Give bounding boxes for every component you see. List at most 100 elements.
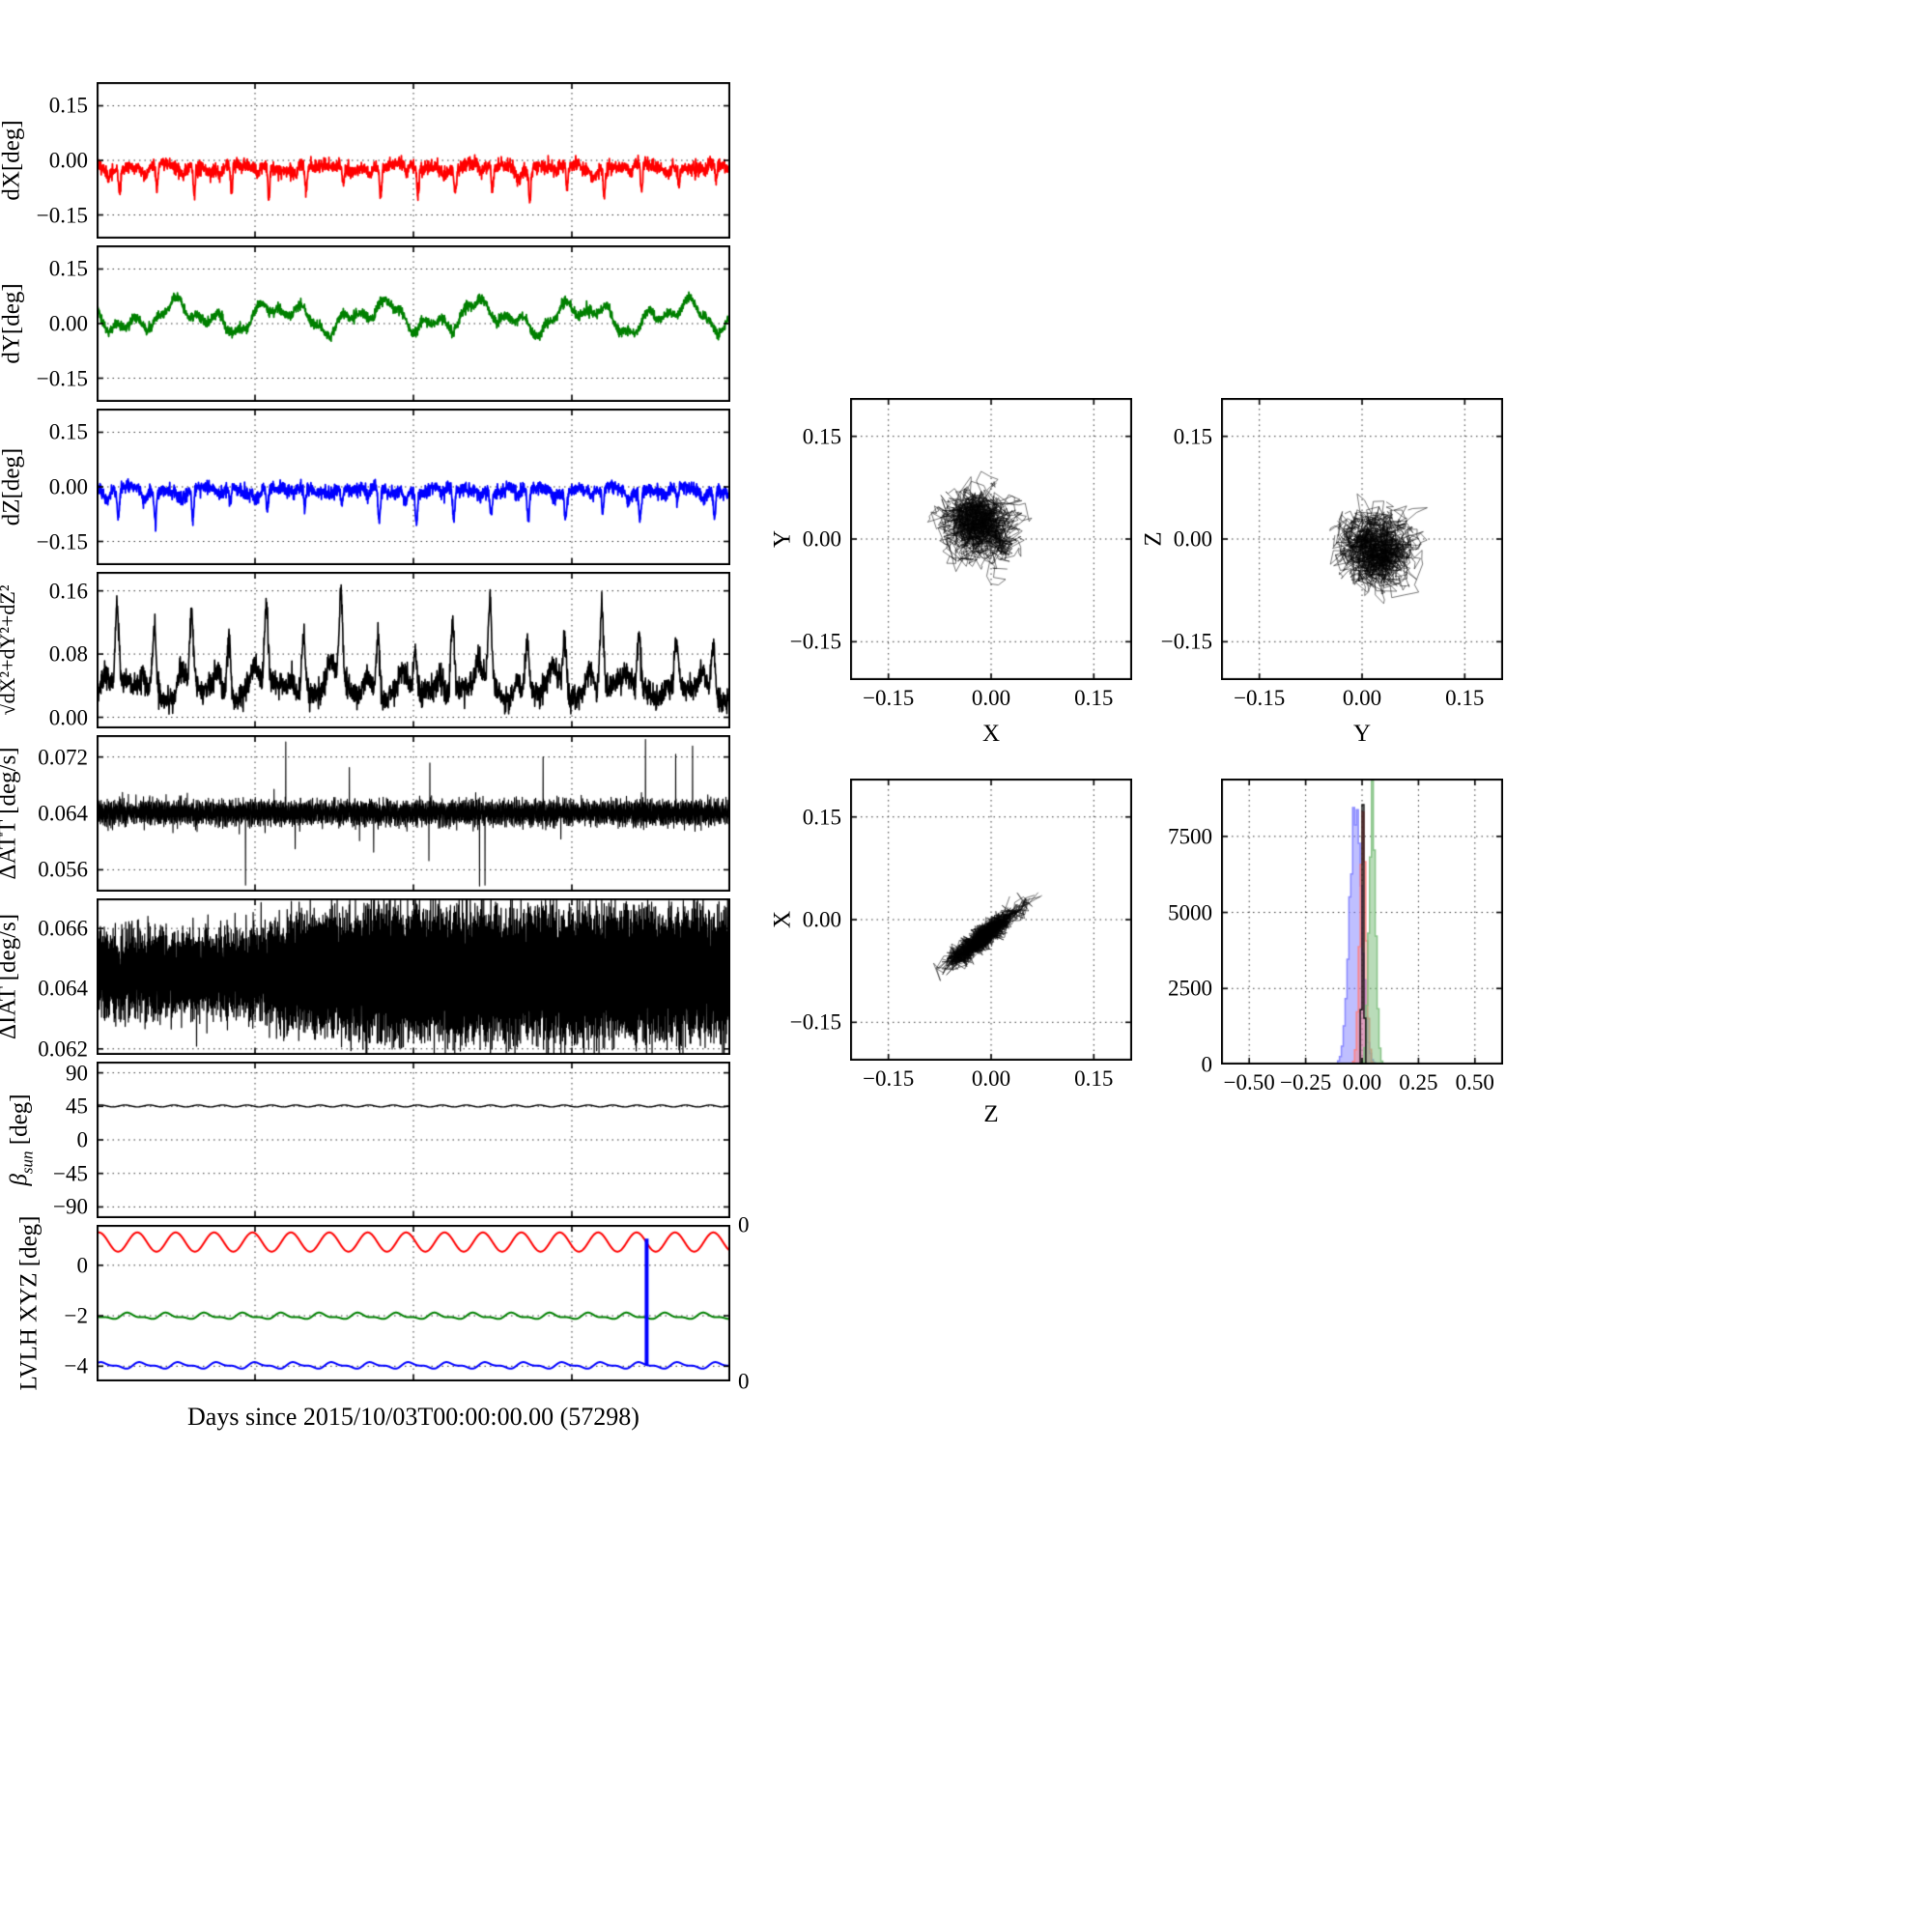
x-tick-label: −0.15 xyxy=(863,686,915,710)
radical-sign: √ xyxy=(0,703,19,715)
y-tick-label: −0.15 xyxy=(36,529,88,554)
y-tick-label: 0.15 xyxy=(802,424,841,449)
delta-iat-ylabel: ΔIAT [deg/s] xyxy=(0,913,21,1040)
x-tick-label: −0.15 xyxy=(1234,686,1286,710)
x-tick-label: 0.15 xyxy=(1074,1066,1114,1091)
y-tick-label: 45 xyxy=(66,1094,88,1119)
scatter-y-vs-x-ylabel: Y xyxy=(769,529,796,549)
y-tick-label: −45 xyxy=(53,1161,88,1186)
beta-subscript: sun xyxy=(17,1151,37,1175)
y-tick-label: −0.15 xyxy=(36,366,88,390)
scatter-z-vs-y-xlabel: Y xyxy=(1352,721,1372,747)
y-tick-label: 0.15 xyxy=(1173,424,1212,449)
dx-ylabel: dX[deg] xyxy=(0,120,25,201)
scatter-x-vs-z-canvas xyxy=(850,779,1132,1061)
delta-att-ylabel: ΔATT [deg/s] xyxy=(0,747,21,880)
x-tick-label: 0.00 xyxy=(1342,686,1382,710)
y-tick-label: 0.00 xyxy=(48,148,88,173)
y-tick-label: 5000 xyxy=(1168,900,1212,925)
beta-units: [deg] xyxy=(6,1094,33,1151)
scatter-x-vs-z-xlabel: Z xyxy=(983,1101,999,1127)
x-tick-label: 0.00 xyxy=(971,1066,1011,1091)
y-tick-label: −90 xyxy=(53,1194,88,1219)
panel-dz-timeseries: dZ[deg] 0.15 0.00 −0.15 xyxy=(0,409,730,565)
x-tick-label: 0.00 xyxy=(1342,1070,1382,1094)
y-tick-label: 0.00 xyxy=(802,526,841,552)
panel-beta-sun-timeseries: βsun [deg] 90 45 0 −45 −90 xyxy=(7,1062,730,1218)
y-tick-label: −2 xyxy=(64,1303,88,1328)
x-tick-label: −0.15 xyxy=(863,1066,915,1091)
panel-lvlh-xyz-timeseries: LVLH XYZ [deg] 0 −2 −4 0 0 xyxy=(16,1214,750,1393)
y-tick-label: 0.066 xyxy=(38,916,88,941)
y-tick-label: 0.062 xyxy=(38,1037,88,1062)
y-tick-label: −4 xyxy=(64,1353,88,1378)
y-tick-label: 2500 xyxy=(1168,976,1212,1001)
y-tick-label: 0.08 xyxy=(48,641,88,667)
x-tick-label: 0.50 xyxy=(1455,1070,1494,1094)
beta-sun-plot-canvas xyxy=(97,1062,730,1218)
x-axis-label: Days since 2015/10/03T00:00:00.00 (57298… xyxy=(187,1403,639,1431)
panel-dx-timeseries: dX[deg] 0.15 0.00 −0.15 xyxy=(0,82,730,239)
y-tick-label: −0.15 xyxy=(789,629,841,654)
y-tick-label: 0 xyxy=(76,1127,89,1152)
y-tick-label: 0.00 xyxy=(1173,526,1212,552)
x-tick-label: 0.15 xyxy=(1445,686,1485,710)
right-tick-label: 0 xyxy=(738,1369,750,1394)
panel-magnitude-timeseries: √dX²+dY²+dZ² 0.16 0.08 0.00 xyxy=(0,572,730,728)
magnitude-plot-canvas xyxy=(97,572,730,728)
y-tick-label: 0.15 xyxy=(802,805,841,830)
scatter-y-vs-x-xlabel: X xyxy=(981,721,1001,747)
y-tick-label: 0.00 xyxy=(48,474,88,499)
y-tick-label: 0.16 xyxy=(48,579,88,604)
panel-dy-timeseries: dY[deg] 0.15 0.00 −0.15 xyxy=(0,245,730,402)
scatter-z-vs-y-ylabel: Z xyxy=(1140,531,1167,547)
y-tick-label: 0.15 xyxy=(48,419,88,444)
dz-ylabel: dZ[deg] xyxy=(0,447,25,526)
x-tick-label: −0.50 xyxy=(1223,1070,1275,1094)
dy-plot-canvas xyxy=(97,245,730,402)
y-tick-label: 0.00 xyxy=(48,705,88,730)
x-tick-label: 0.25 xyxy=(1399,1070,1438,1094)
histogram-canvas xyxy=(1221,779,1503,1065)
beta-symbol: β xyxy=(6,1174,33,1186)
scatter-x-vs-z-ylabel: X xyxy=(769,910,796,929)
y-tick-label: 0.072 xyxy=(38,745,88,770)
y-tick-label: 0.064 xyxy=(38,976,88,1001)
y-tick-label: 7500 xyxy=(1168,824,1212,849)
y-tick-label: −0.15 xyxy=(36,203,88,227)
panel-delta-iat-timeseries: ΔIAT [deg/s] 0.066 0.064 0.062 xyxy=(0,898,730,1060)
dz-plot-canvas xyxy=(97,409,730,565)
panel-histogram: 7500 5000 2500 0 −0.50 −0.25 0.00 0.25 0.50 xyxy=(1168,779,1503,1094)
radicand-text: dX²+dY²+dZ² xyxy=(0,584,19,704)
panel-scatter-x-vs-z: X Z 0.15 0.00 −0.15 −0.15 0.00 0.15 xyxy=(770,779,1132,1127)
y-tick-label: 0.15 xyxy=(48,256,88,281)
panel-delta-att-timeseries: ΔATT [deg/s] 0.072 0.064 0.056 xyxy=(0,735,730,892)
y-tick-label: 0.064 xyxy=(38,801,88,826)
x-tick-label: 0.15 xyxy=(1074,686,1114,710)
magnitude-ylabel: √dX²+dY²+dZ² xyxy=(0,584,19,715)
y-tick-label: 0.15 xyxy=(48,93,88,118)
y-tick-label: 90 xyxy=(66,1061,88,1086)
dx-plot-canvas xyxy=(97,82,730,239)
lvlh-xyz-plot-canvas xyxy=(97,1225,730,1381)
y-tick-label: 0.00 xyxy=(48,311,88,336)
scatter-z-vs-y-canvas xyxy=(1221,398,1503,680)
y-tick-label: −0.15 xyxy=(789,1009,841,1035)
lvlh-xyz-ylabel: LVLH XYZ [deg] xyxy=(15,1215,43,1391)
dy-ylabel: dY[deg] xyxy=(0,283,25,364)
y-tick-label: 0.056 xyxy=(38,857,88,882)
scatter-y-vs-x-canvas xyxy=(850,398,1132,680)
y-tick-label: −0.15 xyxy=(1160,629,1212,654)
delta-iat-plot-canvas xyxy=(97,898,730,1055)
panel-scatter-y-vs-x: Y X 0.15 0.00 −0.15 −0.15 0.00 0.15 xyxy=(770,398,1132,747)
panel-scatter-z-vs-y: Z Y 0.15 0.00 −0.15 −0.15 0.00 0.15 xyxy=(1141,398,1503,747)
y-tick-label: 0 xyxy=(76,1253,89,1278)
right-tick-label: 0 xyxy=(738,1212,750,1237)
delta-att-plot-canvas xyxy=(97,735,730,892)
x-tick-label: −0.25 xyxy=(1279,1070,1332,1094)
y-tick-label: 0.00 xyxy=(802,907,841,932)
y-tick-label: 0 xyxy=(1201,1052,1213,1077)
beta-sun-ylabel: βsun [deg] xyxy=(6,1094,37,1186)
x-tick-label: 0.00 xyxy=(971,686,1011,710)
